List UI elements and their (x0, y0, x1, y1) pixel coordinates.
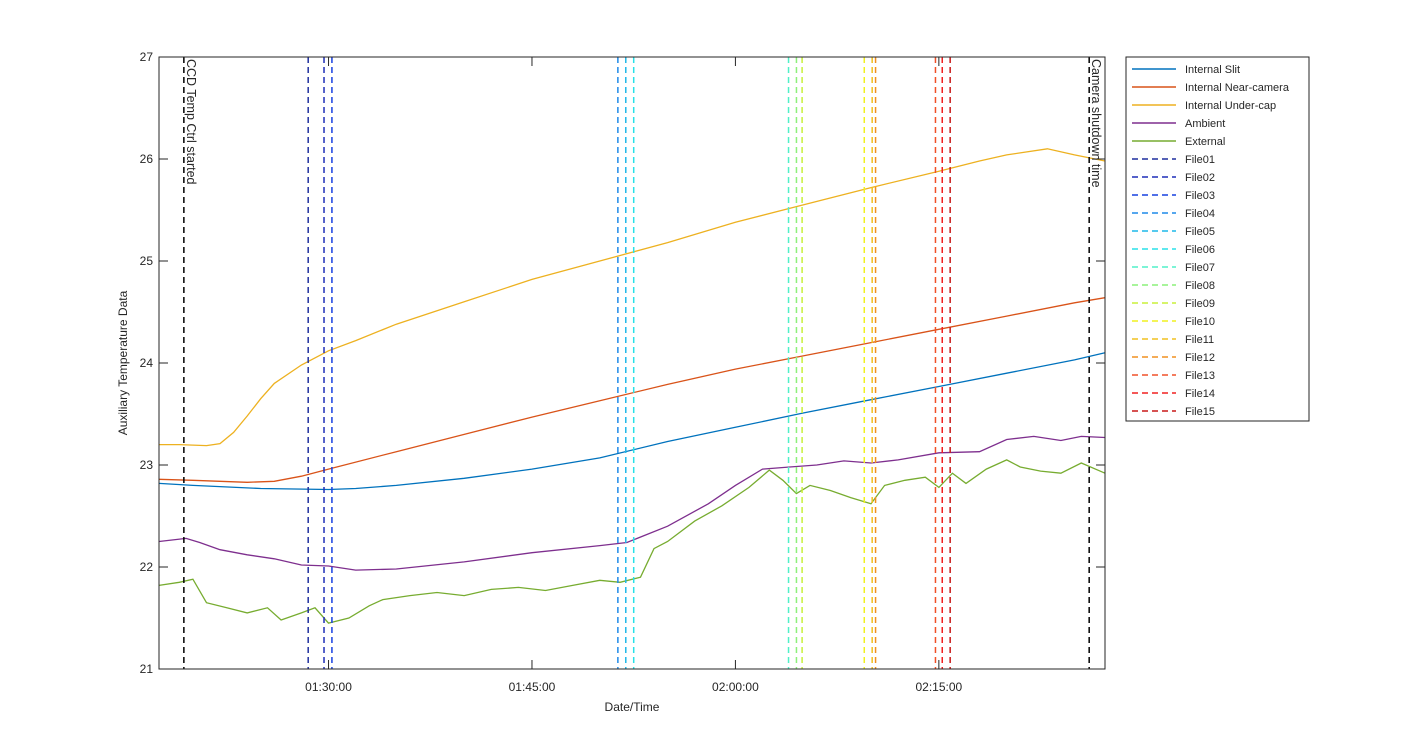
legend-label-file10: File10 (1185, 316, 1215, 328)
legend-label-file08: File08 (1185, 280, 1215, 292)
x-tick-label: 01:30:00 (305, 680, 352, 694)
legend-label-file01: File01 (1185, 154, 1215, 166)
legend-label-file02: File02 (1185, 172, 1215, 184)
y-tick-label: 22 (140, 560, 154, 574)
legend-label-file04: File04 (1185, 208, 1215, 220)
series-line-internal-slit (158, 352, 1106, 491)
legend-label-file09: File09 (1185, 298, 1215, 310)
marker-label-camera-shutdown-time: Camera shutdown time (1089, 59, 1103, 188)
x-tick-label: 02:15:00 (915, 680, 962, 694)
legend-label-internal-slit: Internal Slit (1185, 64, 1240, 76)
marker-label-ccd-temp-ctrl-started: CCD Temp Ctrl started (184, 59, 198, 185)
legend-label-file07: File07 (1185, 262, 1215, 274)
legend-label-external: External (1185, 136, 1225, 148)
series-line-internal-near-camera (158, 297, 1106, 483)
legend-label-file12: File12 (1185, 352, 1215, 364)
x-tick-label: 01:45:00 (509, 680, 556, 694)
plot-frame (158, 56, 1106, 670)
y-tick-label: 27 (140, 50, 154, 64)
legend-label-ambient: Ambient (1185, 118, 1225, 130)
y-tick-label: 24 (140, 356, 154, 370)
legend-label-file05: File05 (1185, 226, 1215, 238)
y-axis: 21 22 23 24 25 26 27 (140, 50, 1105, 676)
legend-label-file15: File15 (1185, 406, 1215, 418)
y-axis-label: Auxiliary Temperature Data (116, 290, 130, 435)
x-axis: 01:30:00 01:45:00 02:00:00 02:15:00 (305, 57, 963, 694)
legend: Internal Slit Internal Near-camera Interna… (1125, 56, 1310, 422)
legend-label-file13: File13 (1185, 370, 1215, 382)
legend-label-internal-under-cap: Internal Under-cap (1185, 100, 1276, 112)
x-tick-label: 02:00:00 (712, 680, 759, 694)
legend-label-file14: File14 (1185, 388, 1215, 400)
legend-label-file11: File11 (1185, 334, 1214, 346)
legend-label-file06: File06 (1185, 244, 1215, 256)
y-tick-label: 23 (140, 458, 154, 472)
series-line-ambient (158, 435, 1106, 571)
x-axis-label: Date/Time (605, 700, 660, 714)
series-line-internal-under-cap (159, 148, 1106, 447)
y-tick-label: 26 (140, 152, 154, 166)
legend-label-file03: File03 (1185, 190, 1215, 202)
y-tick-label: 21 (140, 662, 154, 676)
series-layer (158, 148, 1106, 624)
y-tick-label: 25 (140, 254, 154, 268)
legend-box (1125, 56, 1310, 422)
series-line-external (158, 459, 1106, 624)
marker-layer: CCD Temp Ctrl started Camera shutdown tim… (183, 57, 1103, 669)
legend-label-internal-near-camera: Internal Near-camera (1185, 82, 1290, 94)
